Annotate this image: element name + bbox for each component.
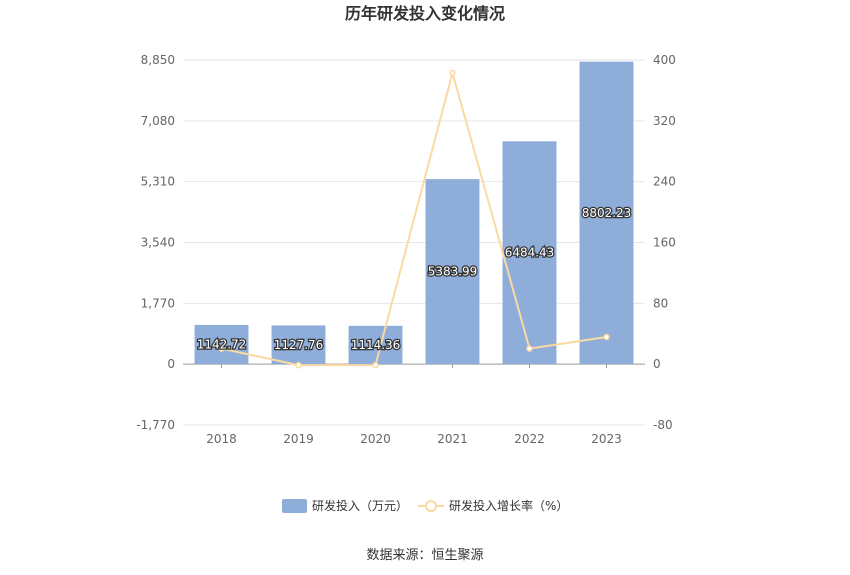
- right-tick-label: 0: [653, 357, 661, 371]
- bar-series: [194, 61, 634, 365]
- left-tick-label: 5,310: [141, 175, 175, 189]
- right-axis: 400 320 240 160 80 0 -80: [653, 53, 676, 432]
- bar-data-label: 1142.72: [197, 338, 247, 352]
- x-tick-label: 2023: [591, 432, 622, 446]
- right-tick-label: 240: [653, 175, 676, 189]
- growth-point: [526, 345, 533, 352]
- chart-title: 历年研发投入变化情况: [345, 4, 505, 23]
- right-tick-label: 80: [653, 296, 668, 310]
- growth-line: [221, 69, 607, 367]
- x-tick-label: 2022: [514, 432, 545, 446]
- bar-data-label: 5383.99: [428, 265, 478, 279]
- grid: [183, 59, 645, 426]
- left-axis: 8,850 7,080 5,310 3,540 1,770 0 -1,770: [136, 53, 175, 432]
- x-tick-label: 2020: [360, 432, 391, 446]
- bar-data-label: 8802.23: [582, 206, 632, 220]
- right-tick-label: -80: [653, 418, 673, 432]
- growth-point: [218, 345, 225, 352]
- growth-point: [372, 361, 379, 369]
- bar: [194, 324, 249, 365]
- x-axis: 2018 2019 2020 2021 2022 2023: [206, 364, 622, 446]
- legend-swatch-marker: [425, 500, 437, 512]
- left-tick-label: 7,080: [141, 114, 175, 128]
- bar-data-label: 6484.43: [505, 246, 555, 260]
- bar: [579, 61, 634, 365]
- bar: [502, 141, 557, 365]
- line-series: [218, 69, 610, 369]
- left-tick-label: 0: [167, 357, 175, 371]
- growth-point: [295, 361, 302, 369]
- bar: [271, 325, 326, 365]
- bar-data-label: 1127.76: [274, 338, 324, 352]
- bar-data-label: 1114.36: [351, 338, 401, 352]
- right-tick-label: 160: [653, 236, 676, 250]
- x-tick-label: 2019: [283, 432, 314, 446]
- left-tick-label: 3,540: [141, 236, 175, 250]
- legend-label-bar: 研发投入（万元）: [312, 498, 408, 513]
- bar-labels: 1142.72 1127.76 1114.36 5383.99 6484.43 8802.…: [195, 205, 632, 354]
- legend: 研发投入（万元） 研发投入增长率（%）: [282, 498, 568, 513]
- bar: [348, 325, 403, 365]
- growth-point: [603, 333, 610, 341]
- legend-swatch-bar: [282, 499, 307, 513]
- right-tick-label: 320: [653, 114, 676, 128]
- left-tick-label: -1,770: [136, 418, 175, 432]
- bar: [425, 179, 480, 365]
- x-tick-label: 2021: [437, 432, 468, 446]
- right-tick-label: 400: [653, 53, 676, 67]
- left-tick-label: 8,850: [141, 53, 175, 67]
- source-note: 数据来源：恒生聚源: [366, 548, 483, 563]
- legend-label-line: 研发投入增长率（%）: [449, 498, 568, 513]
- growth-point: [449, 69, 456, 77]
- x-tick-label: 2018: [206, 432, 237, 446]
- left-tick-label: 1,770: [141, 296, 175, 310]
